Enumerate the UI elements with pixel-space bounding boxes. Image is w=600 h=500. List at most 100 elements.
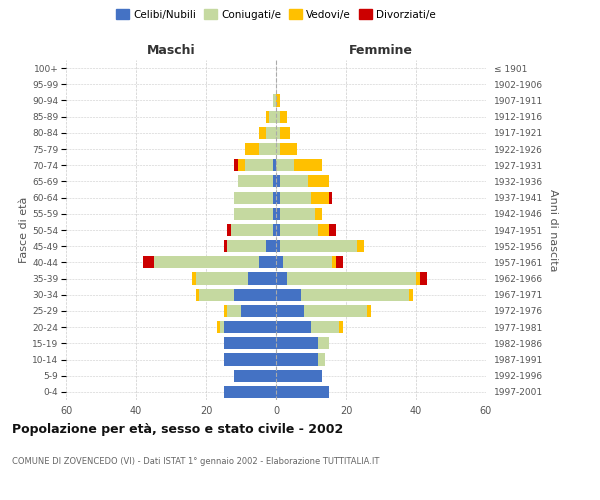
Bar xyxy=(223,338,276,349)
Bar xyxy=(276,370,322,382)
Bar xyxy=(227,240,276,252)
Bar xyxy=(248,272,276,284)
Bar xyxy=(223,386,276,398)
Bar xyxy=(276,127,290,139)
Bar xyxy=(276,143,297,155)
Bar xyxy=(276,386,329,398)
Bar xyxy=(223,338,276,349)
Bar xyxy=(259,127,276,139)
Bar xyxy=(276,176,280,188)
Bar xyxy=(154,256,276,268)
Bar xyxy=(234,208,276,220)
Bar xyxy=(276,256,283,268)
Bar xyxy=(238,176,276,188)
Bar xyxy=(276,370,322,382)
Bar xyxy=(276,240,364,252)
Bar xyxy=(265,110,276,122)
Bar xyxy=(259,127,276,139)
Bar xyxy=(269,110,276,122)
Bar xyxy=(272,176,276,188)
Bar xyxy=(276,240,280,252)
Bar xyxy=(276,192,311,203)
Bar xyxy=(276,354,325,366)
Bar xyxy=(238,176,276,188)
Bar xyxy=(230,224,276,236)
Bar xyxy=(276,192,332,203)
Bar xyxy=(234,370,276,382)
Bar xyxy=(276,224,318,236)
Bar xyxy=(276,127,280,139)
Bar xyxy=(223,354,276,366)
Bar xyxy=(143,256,276,268)
Bar xyxy=(272,208,276,220)
Bar xyxy=(276,321,343,333)
Bar xyxy=(276,288,413,301)
Bar xyxy=(272,94,276,106)
Bar xyxy=(217,321,276,333)
Bar xyxy=(234,370,276,382)
Bar xyxy=(234,192,276,203)
Bar xyxy=(196,272,276,284)
Bar xyxy=(276,386,329,398)
Bar xyxy=(238,159,276,172)
Bar xyxy=(276,192,280,203)
Bar xyxy=(192,272,276,284)
Bar xyxy=(276,256,343,268)
Bar xyxy=(276,159,322,172)
Y-axis label: Anni di nascita: Anni di nascita xyxy=(548,188,559,271)
Bar xyxy=(227,305,276,317)
Bar xyxy=(276,288,301,301)
Bar xyxy=(276,305,304,317)
Bar xyxy=(234,159,276,172)
Bar xyxy=(276,370,322,382)
Bar xyxy=(223,354,276,366)
Bar xyxy=(276,354,325,366)
Bar xyxy=(199,288,276,301)
Bar xyxy=(245,143,276,155)
Bar xyxy=(276,208,314,220)
Bar xyxy=(272,224,276,236)
Bar xyxy=(276,127,290,139)
Bar xyxy=(276,224,329,236)
Bar xyxy=(230,224,276,236)
Text: COMUNE DI ZOVENCEDO (VI) - Dati ISTAT 1° gennaio 2002 - Elaborazione TUTTITALIA.: COMUNE DI ZOVENCEDO (VI) - Dati ISTAT 1°… xyxy=(12,458,379,466)
Bar xyxy=(276,386,329,398)
Bar xyxy=(223,386,276,398)
Bar xyxy=(276,272,416,284)
Bar xyxy=(276,321,311,333)
Bar xyxy=(245,159,276,172)
Bar xyxy=(276,305,371,317)
Bar xyxy=(272,94,276,106)
Bar xyxy=(259,143,276,155)
Bar xyxy=(276,338,329,349)
Bar xyxy=(276,143,297,155)
Bar xyxy=(276,272,419,284)
Text: Maschi: Maschi xyxy=(146,44,196,57)
Bar xyxy=(276,143,280,155)
Bar xyxy=(276,192,329,203)
Bar xyxy=(276,159,322,172)
Bar xyxy=(196,288,276,301)
Bar xyxy=(276,272,287,284)
Bar xyxy=(276,354,325,366)
Bar xyxy=(234,192,276,203)
Bar xyxy=(272,94,276,106)
Bar xyxy=(276,338,318,349)
Bar xyxy=(259,256,276,268)
Bar xyxy=(227,224,276,236)
Bar xyxy=(276,208,322,220)
Bar xyxy=(276,110,287,122)
Bar xyxy=(276,288,413,301)
Bar xyxy=(276,176,329,188)
Legend: Celibi/Nubili, Coniugati/e, Vedovi/e, Divorziati/e: Celibi/Nubili, Coniugati/e, Vedovi/e, Di… xyxy=(112,5,440,24)
Bar xyxy=(272,192,276,203)
Bar xyxy=(223,338,276,349)
Bar xyxy=(276,256,335,268)
Text: Popolazione per età, sesso e stato civile - 2002: Popolazione per età, sesso e stato civil… xyxy=(12,422,343,436)
Bar xyxy=(276,110,280,122)
Bar xyxy=(276,386,329,398)
Bar xyxy=(276,176,329,188)
Bar xyxy=(276,256,332,268)
Bar xyxy=(234,370,276,382)
Bar xyxy=(276,208,280,220)
